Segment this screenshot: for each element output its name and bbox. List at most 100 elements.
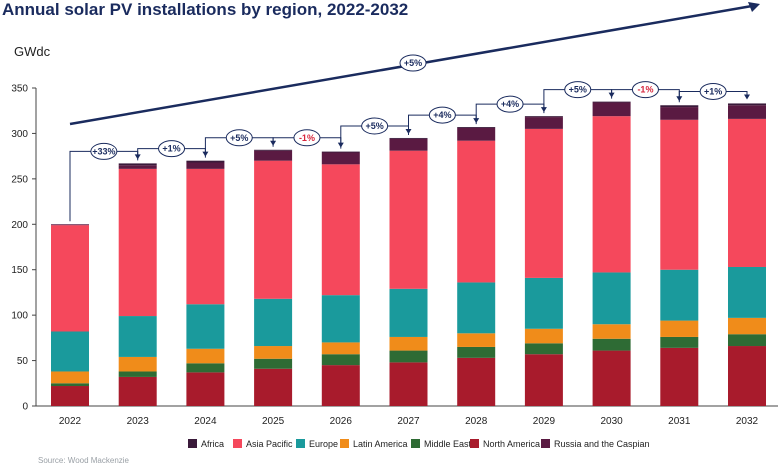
- bar-segment: [592, 101, 631, 103]
- x-tick-label: 2024: [194, 416, 217, 427]
- bar-segment: [592, 324, 631, 339]
- bar-segment: [118, 371, 157, 377]
- bar-segment: [321, 354, 360, 366]
- legend-label: Russia and the Caspian: [554, 439, 650, 449]
- legend-label: Asia Pacific: [246, 439, 293, 449]
- bar-segment: [660, 269, 699, 321]
- bar-segment: [524, 116, 563, 118]
- growth-badge: [90, 142, 118, 160]
- bar-segment: [118, 165, 157, 169]
- bar-segment: [321, 152, 360, 165]
- bar-segment: [389, 362, 428, 406]
- bar-segment: [51, 383, 89, 387]
- bar-segment: [118, 376, 157, 406]
- growth-badge-label: -1%: [299, 133, 315, 143]
- chart-title: Annual solar PV installations by region,…: [2, 0, 409, 19]
- growth-badge: [631, 81, 659, 99]
- y-tick-label: 300: [11, 129, 28, 140]
- source-note: Source: Wood Mackenzie: [38, 456, 130, 465]
- bar-segment: [186, 160, 225, 163]
- bar-segment: [389, 138, 428, 151]
- growth-badge: [699, 82, 727, 100]
- bar-segment: [457, 333, 496, 347]
- growth-badge: [225, 129, 253, 147]
- legend-swatch: [340, 439, 349, 448]
- bar-segment: [660, 347, 699, 406]
- growth-badge: [361, 117, 389, 135]
- growth-badge-label: +1%: [704, 86, 722, 96]
- x-tick-label: 2026: [330, 416, 353, 427]
- bar-segment: [660, 320, 699, 337]
- bar-segment: [389, 336, 428, 351]
- bar-segment: [660, 119, 699, 270]
- bar-segment: [389, 288, 428, 337]
- bar-segment: [592, 350, 631, 406]
- bar-segment: [321, 151, 360, 153]
- overall-growth-badge: [399, 54, 427, 72]
- bar-segment: [592, 102, 631, 117]
- growth-badge-label: +33%: [92, 146, 115, 156]
- bar-segment: [457, 346, 496, 358]
- y-tick-label: 350: [11, 84, 28, 95]
- bar-segment: [592, 338, 631, 351]
- bar-segment: [186, 363, 225, 373]
- bar-segment: [660, 107, 699, 120]
- bar-segment: [118, 356, 157, 372]
- x-tick-label: 2027: [397, 416, 420, 427]
- y-tick-label: 200: [11, 220, 28, 231]
- bar-segment: [186, 348, 225, 364]
- bar-segment: [728, 118, 766, 267]
- legend-swatch: [233, 439, 242, 448]
- bar-segment: [524, 328, 563, 344]
- bar-segment: [254, 346, 293, 359]
- trend-arrowhead: [748, 2, 760, 12]
- bar-segment: [457, 357, 496, 406]
- growth-arrowhead: [744, 94, 750, 100]
- y-tick-label: 100: [11, 311, 28, 322]
- bar-segment: [457, 140, 496, 283]
- bar-segment: [186, 168, 225, 305]
- bar-segment: [728, 346, 766, 406]
- bar-segment: [524, 354, 563, 406]
- bar-segment: [118, 316, 157, 357]
- bar-segment: [321, 295, 360, 343]
- bar-segment: [728, 105, 766, 119]
- bar-segment: [524, 128, 563, 278]
- x-tick-label: 2032: [736, 416, 759, 427]
- bar-segment: [728, 334, 766, 347]
- growth-badge-label: +4%: [501, 99, 519, 109]
- legend-label: Middle East: [424, 439, 472, 449]
- growth-badge: [564, 81, 592, 99]
- growth-badge: [293, 129, 321, 147]
- bar-segment: [660, 105, 699, 108]
- bar-segment: [321, 342, 360, 355]
- legend-label: Europe: [309, 439, 338, 449]
- growth-badge: [496, 95, 524, 113]
- bar-segment: [457, 282, 496, 334]
- bar-segment: [321, 164, 360, 296]
- bar-segment: [51, 386, 89, 406]
- bar-segment: [524, 343, 563, 355]
- legend-swatch: [470, 439, 479, 448]
- y-tick-label: 150: [11, 265, 28, 276]
- x-tick-label: 2023: [127, 416, 150, 427]
- x-tick-label: 2028: [465, 416, 488, 427]
- bar-segment: [728, 103, 766, 106]
- overall-growth-label: +5%: [404, 58, 422, 68]
- legend-label: Latin America: [353, 439, 408, 449]
- growth-badge-label: +5%: [569, 85, 587, 95]
- bar-segment: [389, 350, 428, 363]
- x-tick-label: 2031: [668, 416, 691, 427]
- bar-segment: [728, 317, 766, 335]
- bar-segment: [254, 368, 293, 406]
- bar-segment: [118, 168, 157, 317]
- bar-segment: [457, 127, 496, 141]
- growth-badge-label: +5%: [366, 121, 384, 131]
- legend-label: North America: [483, 439, 540, 449]
- bar-segment: [254, 160, 293, 299]
- bar-segment: [660, 336, 699, 348]
- x-tick-label: 2022: [59, 416, 82, 427]
- y-axis-unit: GWdc: [14, 44, 51, 59]
- x-tick-label: 2030: [600, 416, 623, 427]
